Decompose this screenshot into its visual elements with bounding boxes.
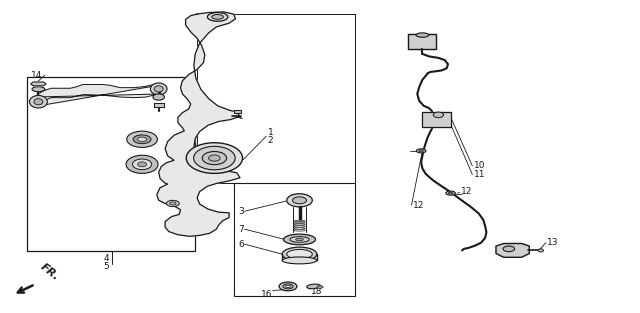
Ellipse shape [287, 194, 312, 207]
Ellipse shape [287, 249, 312, 259]
Ellipse shape [416, 33, 429, 37]
Ellipse shape [32, 87, 45, 92]
Text: 3: 3 [238, 207, 244, 216]
Text: 13: 13 [547, 238, 559, 247]
Text: 12: 12 [461, 187, 472, 196]
Ellipse shape [290, 237, 309, 242]
Text: 1: 1 [268, 128, 273, 136]
Polygon shape [154, 103, 164, 107]
Ellipse shape [166, 200, 179, 207]
Ellipse shape [150, 83, 167, 95]
Ellipse shape [282, 247, 317, 261]
Polygon shape [422, 112, 451, 127]
Polygon shape [35, 85, 163, 106]
Ellipse shape [503, 246, 515, 252]
Ellipse shape [133, 135, 151, 144]
Ellipse shape [153, 94, 164, 100]
Text: 15: 15 [200, 106, 212, 115]
Ellipse shape [296, 238, 303, 241]
Ellipse shape [317, 286, 323, 288]
Text: 4: 4 [104, 254, 109, 263]
Ellipse shape [294, 220, 305, 222]
Ellipse shape [445, 191, 456, 195]
Text: 5: 5 [104, 262, 109, 271]
Text: 8: 8 [126, 160, 132, 169]
Ellipse shape [307, 284, 321, 289]
Ellipse shape [170, 202, 176, 205]
Text: 17: 17 [200, 115, 212, 124]
Ellipse shape [433, 112, 444, 118]
Text: 9: 9 [126, 135, 132, 144]
Ellipse shape [417, 149, 426, 153]
Ellipse shape [294, 224, 305, 225]
Text: 16: 16 [261, 290, 273, 299]
Ellipse shape [285, 285, 291, 288]
Ellipse shape [283, 284, 293, 289]
Polygon shape [157, 12, 240, 236]
Ellipse shape [132, 159, 152, 170]
Text: 12: 12 [413, 201, 424, 209]
Polygon shape [496, 244, 529, 257]
Ellipse shape [127, 131, 157, 147]
Polygon shape [408, 34, 436, 49]
Text: 18: 18 [311, 287, 323, 295]
Ellipse shape [138, 137, 147, 141]
Ellipse shape [292, 197, 307, 204]
Bar [27, 77, 195, 251]
Text: 2: 2 [268, 136, 273, 145]
Ellipse shape [154, 86, 163, 92]
Bar [234, 183, 355, 296]
Ellipse shape [294, 226, 305, 227]
Text: 6: 6 [238, 240, 244, 249]
Ellipse shape [212, 14, 223, 19]
Ellipse shape [186, 143, 243, 173]
Ellipse shape [29, 95, 47, 108]
Ellipse shape [538, 249, 543, 252]
Text: 7: 7 [238, 225, 244, 233]
Ellipse shape [209, 155, 220, 161]
Text: 11: 11 [474, 170, 485, 179]
Ellipse shape [419, 150, 424, 152]
Ellipse shape [284, 234, 316, 245]
Ellipse shape [294, 222, 305, 223]
Ellipse shape [448, 192, 453, 194]
Ellipse shape [294, 228, 305, 229]
Ellipse shape [294, 230, 305, 231]
Ellipse shape [282, 257, 317, 264]
Ellipse shape [193, 146, 236, 170]
Text: 14: 14 [31, 71, 42, 80]
Ellipse shape [126, 155, 158, 173]
Text: 10: 10 [474, 162, 485, 170]
Text: FR.: FR. [38, 262, 61, 282]
Ellipse shape [34, 99, 43, 105]
Polygon shape [31, 82, 46, 86]
Ellipse shape [138, 162, 147, 167]
Ellipse shape [207, 13, 228, 21]
Ellipse shape [279, 282, 297, 291]
Ellipse shape [202, 151, 227, 165]
Polygon shape [234, 110, 241, 113]
